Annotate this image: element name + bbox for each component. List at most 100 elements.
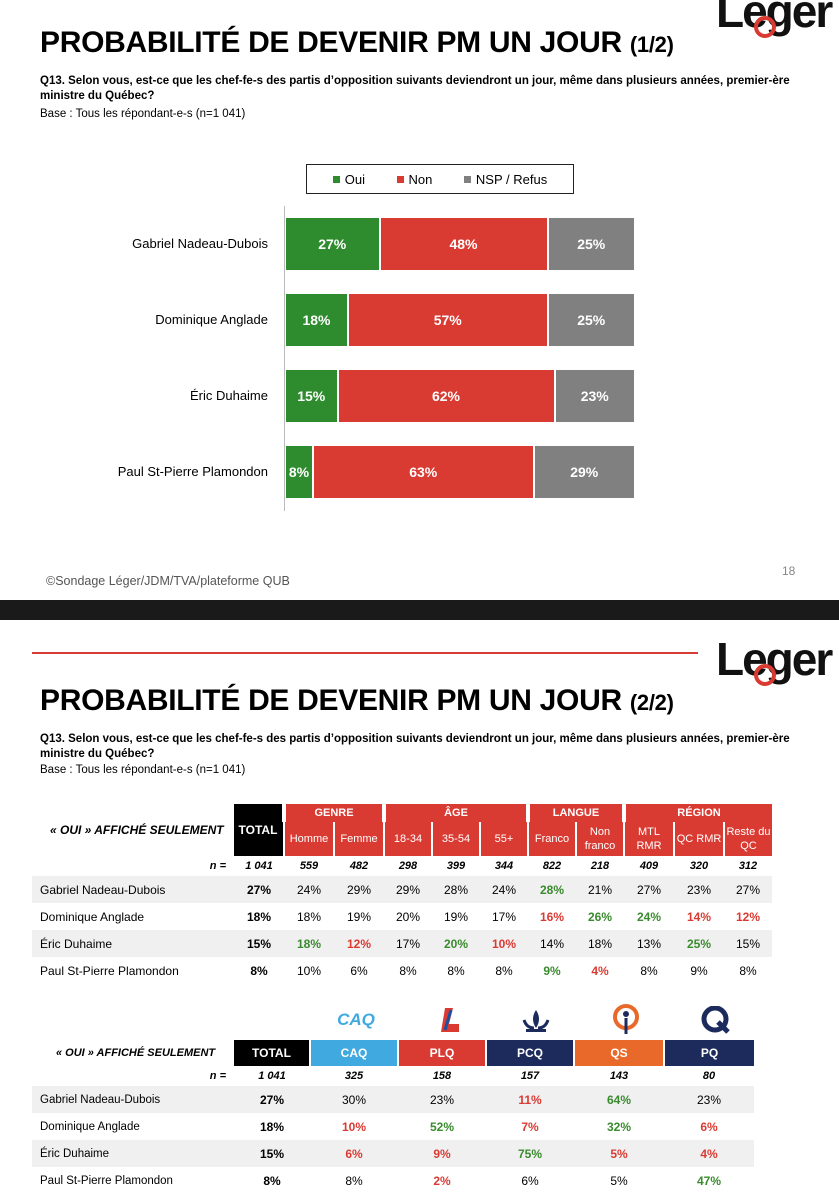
value-cell: 6%	[310, 1140, 398, 1167]
value-cell: 9%	[398, 1140, 486, 1167]
value-cell: 14%	[528, 930, 576, 957]
value-cell: 28%	[432, 876, 480, 903]
value-cell: 4%	[664, 1140, 754, 1167]
leger-logo-mark	[754, 664, 776, 686]
column-header: Non franco	[575, 822, 624, 856]
value-cell: 13%	[624, 930, 674, 957]
n-value: 325	[344, 1070, 364, 1082]
pq-logo-icon	[696, 1005, 736, 1039]
value-cell: 8%	[447, 963, 465, 978]
candidate-name: Gabriel Nadeau-Dubois	[32, 1086, 234, 1113]
n-value: 218	[590, 860, 610, 872]
table-row: Gabriel Nadeau-Dubois 27% 30% 23% 11% 64% 23%	[32, 1086, 754, 1113]
question-text: Q13. Selon vous, est-ce que les chef-fe-…	[40, 733, 790, 760]
table-row: Gabriel Nadeau-Dubois 27% 24% 29% 29% 28% 24% 2…	[32, 876, 778, 903]
value-cell: 8%	[495, 963, 513, 978]
value-cell: 29%	[384, 876, 432, 903]
value-cell: 12%	[334, 930, 384, 957]
question-text: Q13. Selon vous, est-ce que les chef-fe-…	[40, 75, 790, 102]
page-title: PROBABILITÉ DE DEVENIR PM UN JOUR (1/2)	[40, 26, 674, 59]
pcq-logo-icon	[516, 1008, 556, 1039]
bar-segment-oui: 18%	[286, 294, 347, 346]
table-row: Dominique Anglade 18% 18% 19% 20% 19% 17% 16% 26…	[32, 903, 778, 930]
slide-1: Leger PROBABILITÉ DE DEVENIR PM UN JOUR …	[40, 0, 834, 588]
group-langue: LANGUE	[526, 804, 624, 822]
candidate-name: Paul St-Pierre Plamondon	[40, 963, 179, 978]
candidate-name: Gabriel Nadeau-Dubois	[32, 876, 234, 903]
value-cell: 8%	[399, 963, 417, 978]
page-number: 18	[782, 564, 796, 578]
value-cell: 6%	[350, 963, 368, 978]
n-value: 158	[432, 1070, 452, 1082]
leger-logo-mark	[754, 16, 776, 38]
bar-segment-oui: 15%	[286, 370, 337, 422]
column-header: 18-34	[383, 822, 432, 856]
chart-axis	[284, 206, 285, 511]
value-cell: 11%	[486, 1086, 574, 1113]
total-cell: 15%	[234, 1140, 310, 1167]
value-cell: 14%	[686, 909, 712, 924]
value-cell: 27%	[624, 876, 674, 903]
page-title: PROBABILITÉ DE DEVENIR PM UN JOUR (2/2)	[40, 684, 674, 717]
bar-segment-non: 62%	[338, 370, 554, 422]
total-cell: 8%	[263, 1173, 281, 1188]
n-label: n =	[209, 860, 226, 872]
candidate-name: Éric Duhaime	[32, 930, 234, 957]
total-cell: 8%	[250, 963, 268, 978]
total-cell: 27%	[234, 1086, 310, 1113]
party-column-header: PLQ	[397, 1040, 486, 1066]
table-row: Paul St-Pierre Plamondon 8% 10% 6% 8% 8% 8% 9% 4…	[32, 957, 778, 984]
slide-separator	[0, 600, 839, 620]
bar-segment-oui: 8%	[286, 446, 312, 498]
value-cell: 21%	[576, 876, 624, 903]
column-header: 35-54	[431, 822, 480, 856]
value-cell: 20%	[432, 930, 480, 957]
legend-item-non: Non	[396, 172, 432, 187]
n-value: 143	[609, 1070, 629, 1082]
group-genre: GENRE	[282, 804, 384, 822]
value-cell: 47%	[696, 1173, 722, 1188]
header-rule	[32, 652, 698, 654]
value-cell: 8%	[640, 963, 658, 978]
value-cell: 24%	[284, 876, 334, 903]
value-cell: 17%	[491, 909, 517, 924]
plq-logo-icon	[428, 1006, 468, 1039]
column-header: Franco	[527, 822, 576, 856]
category-label: Gabriel Nadeau-Dubois	[132, 236, 268, 251]
column-header: Femme	[333, 822, 384, 856]
table-row: Éric Duhaime 15% 6% 9% 75% 5% 4%	[32, 1140, 754, 1167]
candidate-name: Dominique Anglade	[40, 909, 145, 924]
n-value: 344	[494, 860, 514, 872]
party-column-header: CAQ	[309, 1040, 398, 1066]
column-header: 55+	[479, 822, 528, 856]
value-cell: 17%	[384, 930, 432, 957]
n-value: 1 041	[245, 860, 273, 872]
value-cell: 8%	[739, 963, 757, 978]
bar-segment-nsp: 29%	[534, 446, 634, 498]
table-row: Éric Duhaime 15% 18% 12% 17% 20% 10% 14% 18% 13% 2…	[32, 930, 778, 957]
crosstab-party-vote: « OUI » AFFICHÉ SEULEMENT TOTAL CAQ PLQ PCQ Q…	[32, 1040, 754, 1194]
caq-logo-icon: CAQ	[337, 1010, 375, 1029]
n-value: 312	[738, 860, 758, 872]
candidate-name: Éric Duhaime	[32, 1140, 234, 1167]
base-text: Base : Tous les répondant-e-s (n=1 041)	[40, 108, 246, 120]
footer-credit: ©Sondage Léger/JDM/TVA/plateforme QUB	[46, 574, 290, 588]
value-cell: 18%	[576, 930, 624, 957]
value-cell: 23%	[664, 1086, 754, 1113]
n-value: 80	[702, 1070, 716, 1082]
n-label: n =	[209, 1070, 226, 1082]
value-cell: 29%	[334, 876, 384, 903]
category-label: Paul St-Pierre Plamondon	[117, 464, 268, 479]
bar-segment-oui: 27%	[286, 218, 379, 270]
column-header: Homme	[283, 822, 334, 856]
party-column-header: PCQ	[485, 1040, 574, 1066]
value-cell: 27%	[724, 876, 772, 903]
value-cell: 20%	[395, 909, 421, 924]
value-cell: 8%	[345, 1173, 363, 1188]
value-cell: 19%	[346, 909, 372, 924]
value-cell: 9%	[690, 963, 708, 978]
value-cell: 64%	[574, 1086, 664, 1113]
chart-legend: Oui Non NSP / Refus	[306, 164, 574, 194]
value-cell: 2%	[433, 1173, 451, 1188]
value-cell: 28%	[528, 876, 576, 903]
